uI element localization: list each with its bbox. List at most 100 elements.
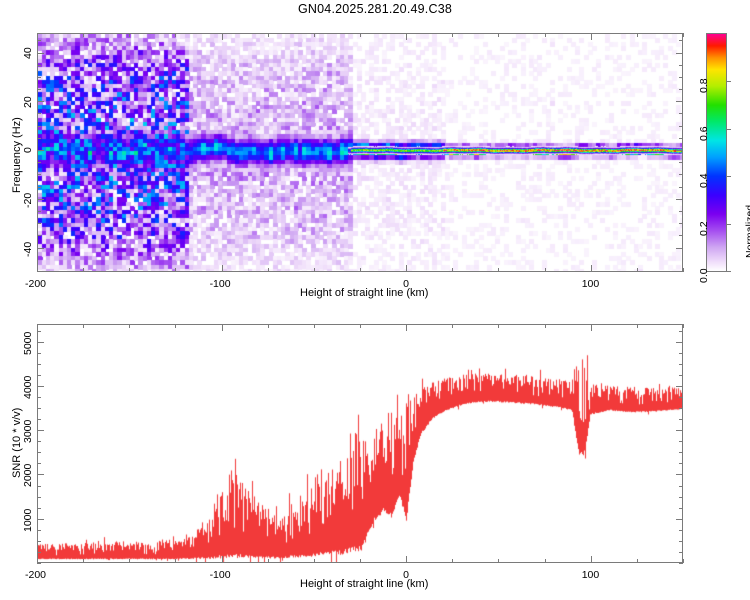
- axis-tick: [360, 268, 361, 272]
- axis-tick: [679, 408, 683, 409]
- axis-tick: [37, 452, 41, 453]
- axis-tick: [129, 268, 130, 272]
- axis-tick: [679, 530, 683, 531]
- axis-tick: [37, 235, 41, 236]
- axis-tick: [37, 386, 44, 387]
- axis-tick: [679, 463, 683, 464]
- axis-tick: [545, 268, 546, 272]
- axis-tick: [37, 33, 38, 40]
- axis-tick-label: -40: [22, 242, 34, 258]
- axis-tick: [37, 508, 41, 509]
- colorbar-tick-label: 0.6: [698, 126, 710, 141]
- axis-tick: [268, 324, 269, 328]
- axis-tick: [683, 559, 684, 563]
- axis-tick: [83, 324, 84, 328]
- axis-tick: [679, 452, 683, 453]
- axis-tick: [37, 150, 44, 151]
- axis-tick: [37, 248, 44, 249]
- axis-tick: [83, 268, 84, 272]
- spectrogram-x-axis-label: Height of straight line (km): [300, 287, 429, 299]
- axis-tick: [37, 77, 41, 78]
- axis-tick: [679, 375, 683, 376]
- axis-tick: [360, 33, 361, 37]
- axis-tick: [37, 463, 41, 464]
- axis-tick: [452, 559, 453, 563]
- axis-tick: [676, 150, 683, 151]
- axis-tick-label: 3000: [22, 419, 34, 444]
- axis-tick: [591, 556, 592, 563]
- colorbar-tick: [727, 224, 731, 225]
- axis-tick: [129, 324, 130, 328]
- axis-tick-label: -200: [25, 569, 47, 581]
- snr-plot-area: [37, 324, 683, 563]
- axis-tick: [679, 113, 683, 114]
- axis-tick: [679, 126, 683, 127]
- axis-tick: [679, 162, 683, 163]
- axis-tick: [37, 89, 41, 90]
- axis-tick-label: 4000: [22, 375, 34, 399]
- axis-tick: [37, 552, 41, 553]
- axis-tick: [83, 559, 84, 563]
- colorbar-tick: [727, 129, 731, 130]
- axis-tick: [591, 33, 592, 40]
- axis-tick: [406, 33, 407, 40]
- axis-tick-label: -200: [25, 278, 47, 290]
- axis-tick: [37, 530, 41, 531]
- axis-tick: [37, 324, 38, 331]
- axis-tick: [498, 33, 499, 37]
- axis-tick: [676, 519, 683, 520]
- axis-tick: [37, 101, 44, 102]
- spectrogram-y-axis-label: Frequency (Hz): [11, 117, 23, 193]
- axis-tick-label: 20: [22, 95, 34, 108]
- axis-tick: [545, 324, 546, 328]
- axis-tick: [676, 248, 683, 249]
- axis-tick: [175, 33, 176, 37]
- axis-tick: [37, 223, 41, 224]
- axis-tick: [37, 474, 44, 475]
- axis-tick: [676, 101, 683, 102]
- axis-tick: [679, 497, 683, 498]
- colorbar-tick-label: 0.0: [698, 268, 710, 283]
- axis-tick-label: 0: [403, 278, 409, 290]
- axis-tick-label: 100: [581, 569, 600, 581]
- axis-tick: [679, 211, 683, 212]
- axis-tick: [175, 268, 176, 272]
- axis-tick: [683, 324, 684, 328]
- axis-tick: [676, 342, 683, 343]
- axis-tick: [679, 40, 683, 41]
- axis-tick: [406, 556, 407, 563]
- axis-tick: [498, 268, 499, 272]
- axis-tick: [676, 199, 683, 200]
- axis-tick: [679, 223, 683, 224]
- axis-tick-label: 40: [22, 47, 34, 59]
- axis-tick: [679, 486, 683, 487]
- axis-tick: [314, 559, 315, 563]
- axis-tick: [452, 33, 453, 37]
- axis-tick: [314, 324, 315, 328]
- axis-tick: [37, 211, 41, 212]
- axis-tick: [679, 364, 683, 365]
- axis-tick-label: 2000: [22, 463, 34, 488]
- axis-tick: [683, 33, 684, 37]
- axis-tick: [37, 441, 41, 442]
- axis-tick: [37, 138, 41, 139]
- axis-tick: [676, 386, 683, 387]
- axis-tick: [360, 559, 361, 563]
- axis-tick: [679, 552, 683, 553]
- axis-tick: [679, 397, 683, 398]
- spectrogram-plot-area: [37, 33, 683, 272]
- axis-tick: [679, 138, 683, 139]
- axis-tick-label: -20: [22, 193, 34, 209]
- axis-tick: [679, 77, 683, 78]
- axis-tick: [37, 408, 41, 409]
- axis-tick: [676, 474, 683, 475]
- spectrogram-canvas: [38, 34, 682, 271]
- axis-tick: [545, 33, 546, 37]
- axis-tick: [222, 265, 223, 272]
- axis-tick: [37, 397, 41, 398]
- axis-tick: [37, 342, 44, 343]
- colorbar-tick-label: 0.4: [698, 173, 710, 188]
- axis-tick: [37, 331, 41, 332]
- axis-tick: [37, 541, 41, 542]
